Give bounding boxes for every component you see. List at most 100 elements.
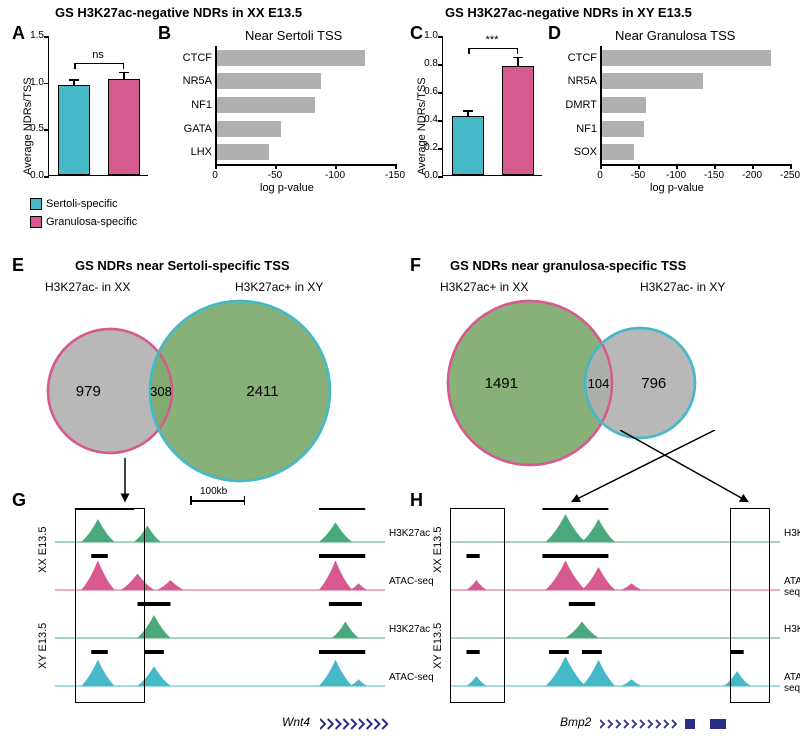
ytick: 0.0 xyxy=(414,170,438,181)
xtick: -50 xyxy=(624,170,652,181)
panel-D-title: Near Granulosa TSS xyxy=(615,28,735,43)
panel-C-chart xyxy=(442,36,542,176)
xtick: -200 xyxy=(738,170,766,181)
hbar-label: GATA xyxy=(170,123,212,135)
hbar xyxy=(600,144,634,160)
xtick: -150 xyxy=(700,170,728,181)
track-label: ATAC-seq xyxy=(389,672,434,683)
gene-G-label: Wnt4 xyxy=(282,715,310,729)
svg-text:796: 796 xyxy=(641,375,666,392)
gene-Wnt4-arrows xyxy=(320,718,390,730)
hbar-label: NR5A xyxy=(170,75,212,87)
panel-label-H: H xyxy=(410,490,423,511)
hbar xyxy=(600,50,771,66)
track-label: H3K27ac xyxy=(389,528,430,539)
svg-text:308: 308 xyxy=(150,384,172,399)
hbar-label: LHX xyxy=(170,146,212,158)
row-label: XY E13.5 xyxy=(432,622,444,668)
legend-sertoli-text: Sertoli-specific xyxy=(46,198,118,210)
ytick: 0.5 xyxy=(20,123,44,134)
sig-text: *** xyxy=(482,34,502,46)
track-label: ATAC-seq xyxy=(784,672,800,694)
hbar xyxy=(215,144,269,160)
hbar xyxy=(215,50,365,66)
panel-F-title: GS NDRs near granulosa-specific TSS xyxy=(450,258,686,273)
highlight-G xyxy=(75,508,145,703)
vennE-right-label: H3K27ac+ in XY xyxy=(235,280,323,294)
xtick: -100 xyxy=(662,170,690,181)
panel-label-D: D xyxy=(548,23,561,44)
hbar-label: DMRT xyxy=(555,99,597,111)
panel-label-G: G xyxy=(12,490,26,511)
svg-text:2411: 2411 xyxy=(246,383,278,400)
ytick: 1.5 xyxy=(20,30,44,41)
xtick: 0 xyxy=(201,170,229,181)
scalebar-label: 100kb xyxy=(200,486,227,497)
sig-text: ns xyxy=(88,49,108,61)
bar xyxy=(502,66,533,175)
arrow-F-to-H2 xyxy=(615,430,775,505)
track-label: ATAC-seq xyxy=(784,576,800,598)
panel-B-title: Near Sertoli TSS xyxy=(245,28,342,43)
ytick: 0.2 xyxy=(414,142,438,153)
svg-text:979: 979 xyxy=(76,383,101,400)
panel-D-chart xyxy=(600,46,790,166)
hbar-label: NF1 xyxy=(555,123,597,135)
ytick: 0.6 xyxy=(414,86,438,97)
hbar xyxy=(600,73,703,89)
hbar xyxy=(215,73,321,89)
row1-left-title: GS H3K27ac-negative NDRs in XX E13.5 xyxy=(55,5,302,20)
vennF-left-label: H3K27ac+ in XX xyxy=(440,280,528,294)
hbar-label: NF1 xyxy=(170,99,212,111)
row1-right-title: GS H3K27ac-negative NDRs in XY E13.5 xyxy=(445,5,692,20)
xtick: -250 xyxy=(776,170,800,181)
hbar-label: SOX xyxy=(555,146,597,158)
vennE-left-label: H3K27ac- in XX xyxy=(45,280,130,294)
legend-sertoli-swatch xyxy=(30,198,42,210)
highlight-H2 xyxy=(730,508,770,703)
row-label: XX E13.5 xyxy=(432,526,444,572)
venn-E: 979 308 2411 xyxy=(40,298,340,484)
scalebar xyxy=(190,500,245,502)
hbar xyxy=(600,121,644,137)
gene-Bmp2-track xyxy=(600,718,730,730)
panel-label-E: E xyxy=(12,255,24,276)
ytick: 1.0 xyxy=(414,30,438,41)
track-label: H3K27ac xyxy=(784,624,800,635)
ytick: 0.0 xyxy=(20,170,44,181)
panel-label-F: F xyxy=(410,255,421,276)
svg-text:1491: 1491 xyxy=(485,375,518,392)
hbar-label: CTCF xyxy=(555,52,597,64)
panel-label-B: B xyxy=(158,23,171,44)
row-label: XY E13.5 xyxy=(37,622,49,668)
hbar xyxy=(600,97,646,113)
panel-B-xlabel: log p-value xyxy=(260,182,314,194)
hbar-label: NR5A xyxy=(555,75,597,87)
panel-D-xlabel: log p-value xyxy=(650,182,704,194)
vennF-right-label: H3K27ac- in XY xyxy=(640,280,725,294)
bar xyxy=(108,79,139,175)
arrow-E-to-G xyxy=(115,458,135,503)
ytick: 0.8 xyxy=(414,58,438,69)
xtick: 0 xyxy=(586,170,614,181)
legend-granulosa-text: Granulosa-specific xyxy=(46,216,137,228)
ytick: 1.0 xyxy=(20,77,44,88)
gene-H-label: Bmp2 xyxy=(560,715,591,729)
track-label: ATAC-seq xyxy=(389,576,434,587)
track-label: H3K27ac xyxy=(784,528,800,539)
ytick: 0.4 xyxy=(414,114,438,125)
panel-B-chart xyxy=(215,46,395,166)
highlight-H1 xyxy=(450,508,505,703)
row-label: XX E13.5 xyxy=(37,526,49,572)
hbar xyxy=(215,121,281,137)
hbar-label: CTCF xyxy=(170,52,212,64)
bar xyxy=(452,116,483,175)
hbar xyxy=(215,97,315,113)
legend-granulosa-swatch xyxy=(30,216,42,228)
xtick: -100 xyxy=(321,170,349,181)
panel-E-title: GS NDRs near Sertoli-specific TSS xyxy=(75,258,290,273)
xtick: -50 xyxy=(261,170,289,181)
xtick: -150 xyxy=(381,170,409,181)
track-label: H3K27ac xyxy=(389,624,430,635)
svg-text:104: 104 xyxy=(588,376,610,391)
